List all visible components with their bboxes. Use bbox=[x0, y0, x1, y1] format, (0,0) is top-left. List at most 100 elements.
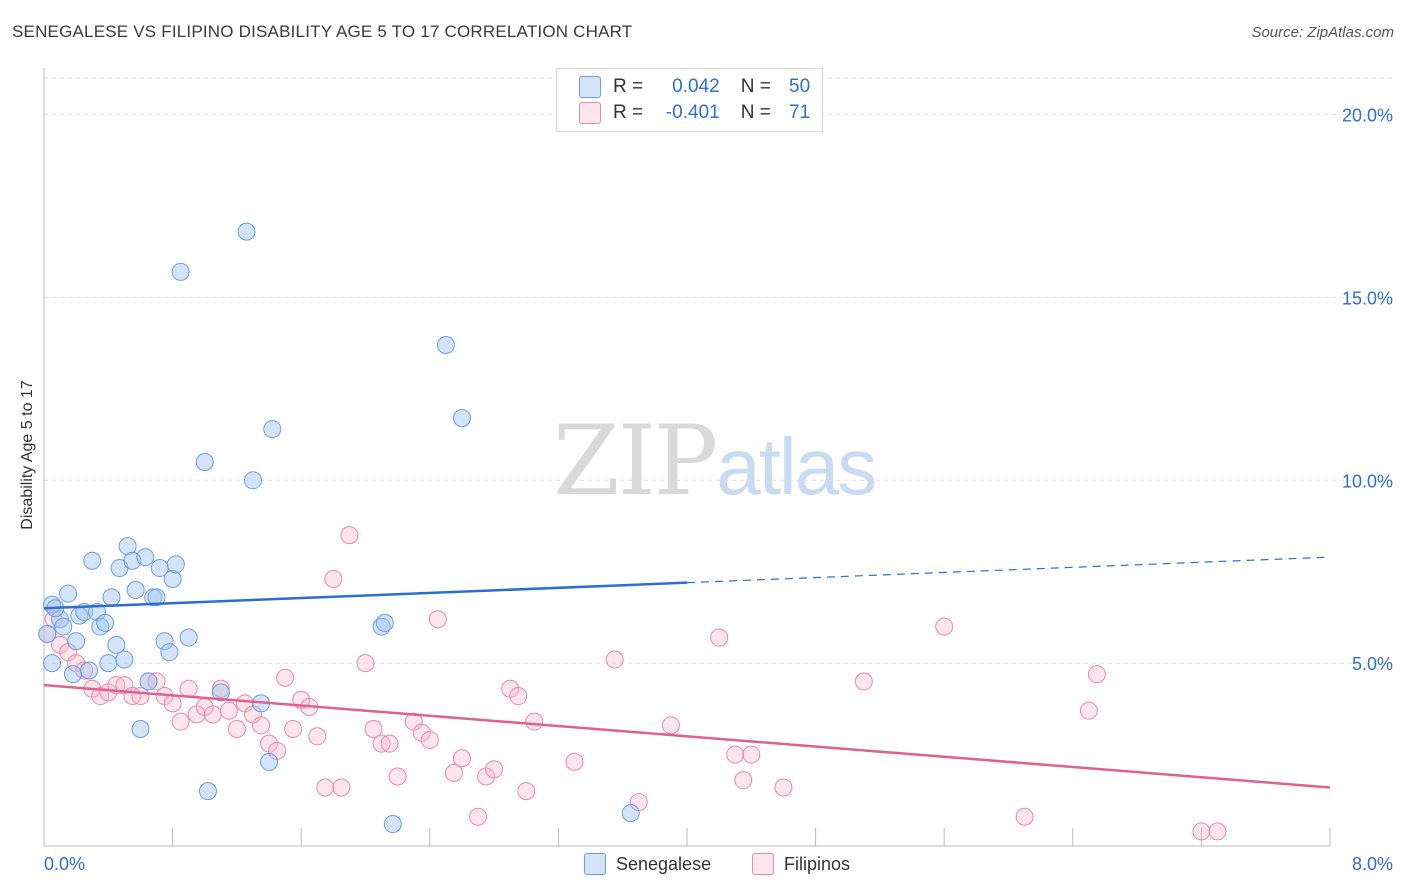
filipinos-point bbox=[565, 752, 584, 771]
filipinos-point bbox=[332, 778, 351, 797]
filipinos-point bbox=[1192, 822, 1211, 841]
senegalese-point bbox=[372, 617, 391, 636]
y-tick-label: 15.0% bbox=[1342, 288, 1393, 308]
legend-n-label: N = bbox=[740, 76, 771, 97]
senegalese-point bbox=[179, 628, 198, 647]
chart-title: SENEGALESE VS FILIPINO DISABILITY AGE 5 … bbox=[12, 22, 633, 41]
senegalese-trend-extension bbox=[686, 556, 1331, 584]
x-tick-label: 8.0% bbox=[1352, 854, 1393, 874]
filipinos-point bbox=[525, 712, 544, 731]
filipinos-point bbox=[388, 767, 407, 786]
filipinos-point bbox=[452, 749, 471, 768]
legend-r-value: -0.401 bbox=[665, 102, 720, 123]
senegalese-point bbox=[99, 654, 118, 673]
senegalese-point bbox=[102, 588, 121, 607]
senegalese-point bbox=[263, 420, 282, 439]
y-tick-label: 20.0% bbox=[1342, 106, 1393, 126]
legend-stats-filipinos: R = -0.401 N = 71 bbox=[613, 102, 810, 124]
bottom-legend-senegalese: Senegalese bbox=[584, 852, 711, 876]
filipinos-point bbox=[774, 778, 793, 797]
senegalese-point bbox=[118, 537, 137, 556]
filipinos-point bbox=[324, 570, 343, 589]
filipinos-point bbox=[252, 716, 271, 735]
senegalese-point bbox=[163, 570, 182, 589]
filipinos-point bbox=[661, 716, 680, 735]
legend-swatch-filipinos bbox=[579, 102, 601, 124]
senegalese-point bbox=[198, 782, 217, 801]
filipinos-point bbox=[179, 679, 198, 698]
filipinos-point bbox=[485, 760, 504, 779]
filipinos-point bbox=[380, 734, 399, 753]
legend-stats-senegalese: R = 0.042 N = 50 bbox=[613, 76, 810, 98]
senegalese-point bbox=[243, 471, 262, 490]
legend-n-value: 71 bbox=[789, 102, 811, 123]
senegalese-point bbox=[54, 617, 73, 636]
senegalese-point bbox=[155, 632, 174, 651]
y-tick-label: 5.0% bbox=[1352, 654, 1393, 674]
y-tick-label: 10.0% bbox=[1342, 471, 1393, 491]
senegalese-point bbox=[67, 632, 86, 651]
filipinos-point bbox=[340, 526, 359, 545]
bottom-legend-filipinos: Filipinos bbox=[752, 852, 850, 876]
senegalese-point bbox=[83, 551, 102, 570]
filipinos-point bbox=[75, 661, 94, 680]
senegalese-point bbox=[237, 222, 256, 241]
bottom-legend-label-filipinos: Filipinos bbox=[784, 853, 851, 874]
bottom-legend-label-senegalese: Senegalese bbox=[616, 853, 712, 874]
senegalese-point bbox=[211, 683, 230, 702]
filipinos-point bbox=[171, 712, 190, 731]
senegalese-point bbox=[160, 643, 179, 662]
filipinos-point bbox=[444, 763, 463, 782]
filipinos-point bbox=[517, 782, 536, 801]
filipinos-point bbox=[1015, 807, 1034, 826]
filipinos-point bbox=[356, 654, 375, 673]
filipinos-point bbox=[227, 719, 246, 738]
senegalese-point bbox=[260, 752, 279, 771]
filipinos-point bbox=[469, 807, 488, 826]
senegalese-point bbox=[166, 555, 185, 574]
filipinos-point bbox=[726, 745, 745, 764]
legend-n-value: 50 bbox=[789, 76, 811, 97]
senegalese-point bbox=[131, 719, 150, 738]
filipinos-point bbox=[1087, 665, 1106, 684]
senegalese-point bbox=[63, 665, 82, 684]
filipinos-point bbox=[710, 628, 729, 647]
senegalese-point bbox=[107, 635, 126, 654]
legend-r-label: R = bbox=[613, 76, 644, 97]
senegalese-point bbox=[195, 453, 214, 471]
filipinos-point bbox=[308, 727, 327, 746]
filipinos-point bbox=[742, 745, 761, 764]
senegalese-trend-line bbox=[43, 581, 688, 610]
filipinos-point bbox=[734, 771, 753, 790]
filipinos-point bbox=[203, 705, 222, 724]
senegalese-point bbox=[139, 672, 158, 691]
bottom-legend-swatch-senegalese bbox=[584, 853, 606, 875]
senegalese-point bbox=[80, 661, 99, 680]
legend-r-value: 0.042 bbox=[672, 76, 720, 97]
senegalese-point bbox=[126, 581, 145, 599]
legend-n-label: N = bbox=[740, 102, 771, 123]
senegalese-point bbox=[91, 617, 110, 636]
filipinos-point bbox=[163, 694, 182, 713]
senegalese-point bbox=[136, 548, 155, 567]
senegalese-point bbox=[38, 624, 57, 643]
filipinos-point bbox=[219, 701, 238, 720]
filipinos-point bbox=[605, 650, 624, 669]
filipinos-point bbox=[428, 610, 447, 629]
chart-source: Source: ZipAtlas.com bbox=[1251, 24, 1394, 41]
senegalese-point bbox=[375, 613, 394, 632]
filipinos-point bbox=[316, 778, 335, 797]
bottom-legend-swatch-filipinos bbox=[752, 853, 774, 875]
senegalese-point bbox=[383, 815, 402, 834]
legend-swatch-senegalese bbox=[579, 76, 601, 98]
filipinos-point bbox=[935, 617, 954, 636]
correlation-legend: R = 0.042 N = 50 R = -0.401 N = 71 bbox=[556, 68, 823, 132]
senegalese-point bbox=[96, 613, 115, 632]
senegalese-point bbox=[452, 409, 471, 428]
filipinos-point bbox=[284, 719, 303, 738]
senegalese-point bbox=[115, 650, 134, 669]
filipinos-point bbox=[1208, 822, 1227, 841]
legend-r-label: R = bbox=[613, 102, 644, 123]
x-tick-label: 0.0% bbox=[44, 854, 85, 874]
